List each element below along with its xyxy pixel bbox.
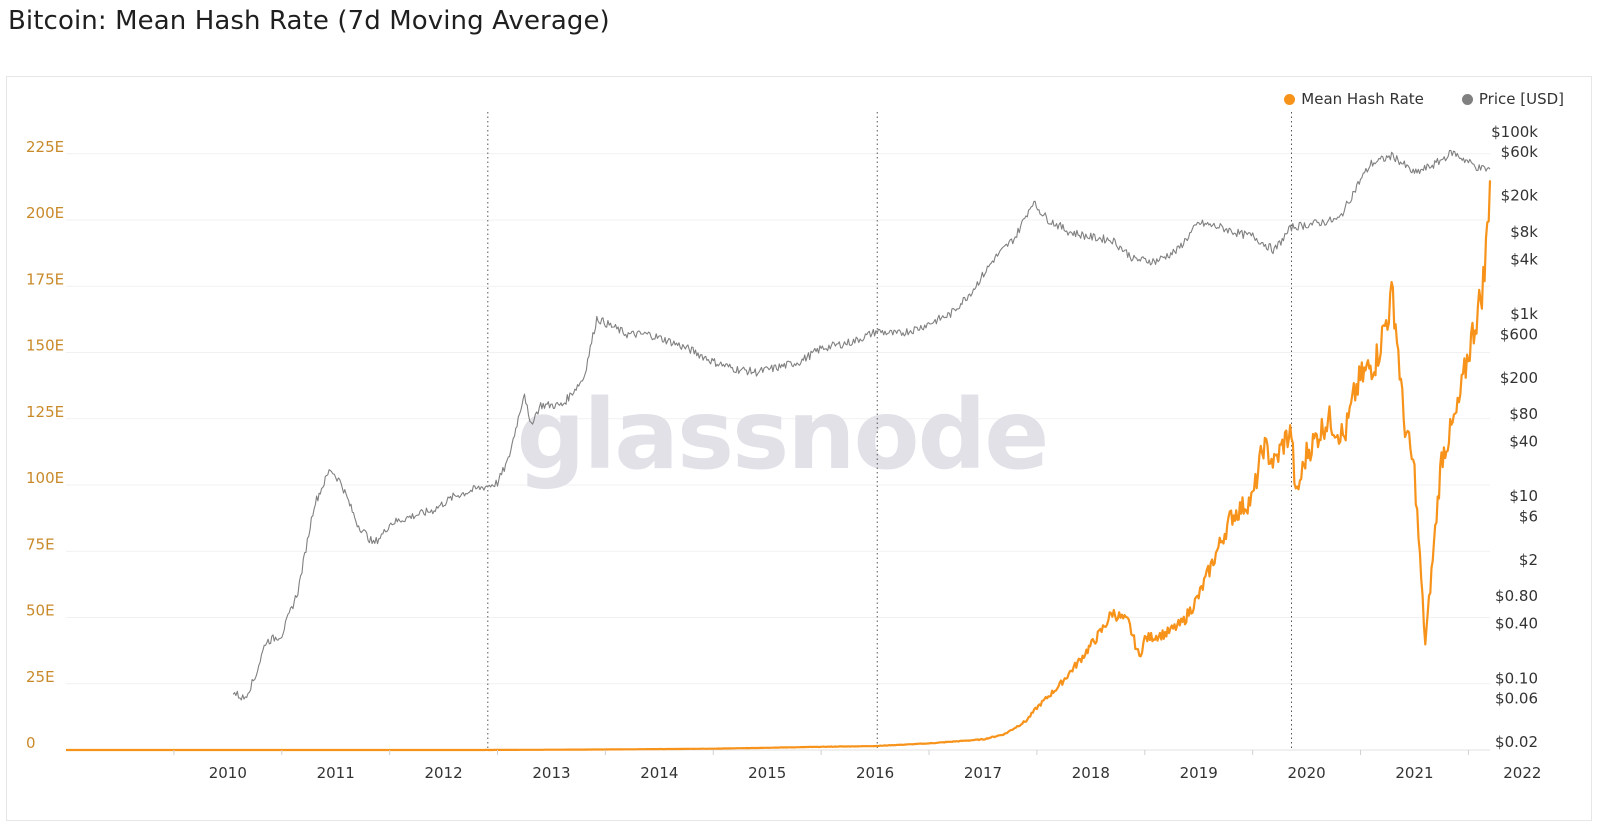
right-tick-label: $80 xyxy=(1509,405,1538,423)
x-tick-label: 2021 xyxy=(1395,764,1433,782)
x-tick-label: 2019 xyxy=(1180,764,1218,782)
left-tick-label: 50E xyxy=(26,602,55,620)
left-tick-label: 100E xyxy=(26,469,64,487)
right-tick-label: $1k xyxy=(1510,305,1538,323)
chart-legend: Mean Hash Rate Price [USD] xyxy=(1284,90,1564,108)
legend-item-hash-rate[interactable]: Mean Hash Rate xyxy=(1284,90,1424,108)
right-tick-label: $60k xyxy=(1501,143,1539,161)
legend-item-price[interactable]: Price [USD] xyxy=(1461,90,1564,108)
right-tick-label: $2 xyxy=(1519,551,1538,569)
x-tick-label: 2011 xyxy=(317,764,355,782)
right-tick-label: $0.80 xyxy=(1495,587,1538,605)
right-tick-label: $0.02 xyxy=(1495,733,1538,751)
legend-dot-price-icon xyxy=(1461,93,1473,105)
right-tick-label: $0.06 xyxy=(1495,690,1538,708)
legend-dot-hash-rate-icon xyxy=(1284,93,1296,105)
right-tick-label: $40 xyxy=(1509,432,1538,450)
left-tick-label: 175E xyxy=(26,270,64,288)
right-tick-label: $4k xyxy=(1510,250,1538,268)
x-tick-label: 2022 xyxy=(1503,764,1541,782)
right-tick-label: $10 xyxy=(1509,487,1538,505)
price-series-line xyxy=(232,149,1491,701)
watermark: glassnode xyxy=(517,379,1048,491)
left-tick-label: 25E xyxy=(26,668,55,686)
right-tick-label: $100k xyxy=(1491,123,1538,141)
left-tick-label: 200E xyxy=(26,204,64,222)
x-tick-label: 2014 xyxy=(640,764,678,782)
x-tick-label: 2017 xyxy=(964,764,1002,782)
legend-label-price: Price [USD] xyxy=(1478,90,1564,108)
left-tick-label: 0 xyxy=(26,734,36,752)
right-tick-label: $6 xyxy=(1519,507,1538,525)
legend-label-hash-rate: Mean Hash Rate xyxy=(1301,90,1424,108)
x-tick-label: 2015 xyxy=(748,764,786,782)
x-tick-label: 2012 xyxy=(424,764,462,782)
x-tick-label: 2020 xyxy=(1288,764,1326,782)
left-tick-label: 225E xyxy=(26,138,64,156)
page-title: Bitcoin: Mean Hash Rate (7d Moving Avera… xyxy=(8,6,610,36)
right-tick-label: $20k xyxy=(1501,187,1539,205)
x-tick-label: 2018 xyxy=(1072,764,1110,782)
left-tick-label: 75E xyxy=(26,535,55,553)
right-tick-label: $600 xyxy=(1500,325,1538,343)
chart-panel xyxy=(6,76,1592,821)
x-tick-label: 2010 xyxy=(209,764,247,782)
right-tick-label: $0.10 xyxy=(1495,669,1538,687)
x-tick-label: 2016 xyxy=(856,764,894,782)
hash-rate-series-line xyxy=(66,180,1492,752)
left-tick-label: 150E xyxy=(26,337,64,355)
left-tick-label: 125E xyxy=(26,403,64,421)
right-tick-label: $200 xyxy=(1500,369,1538,387)
right-tick-label: $8k xyxy=(1510,223,1538,241)
right-tick-label: $0.40 xyxy=(1495,615,1538,633)
x-tick-label: 2013 xyxy=(532,764,570,782)
